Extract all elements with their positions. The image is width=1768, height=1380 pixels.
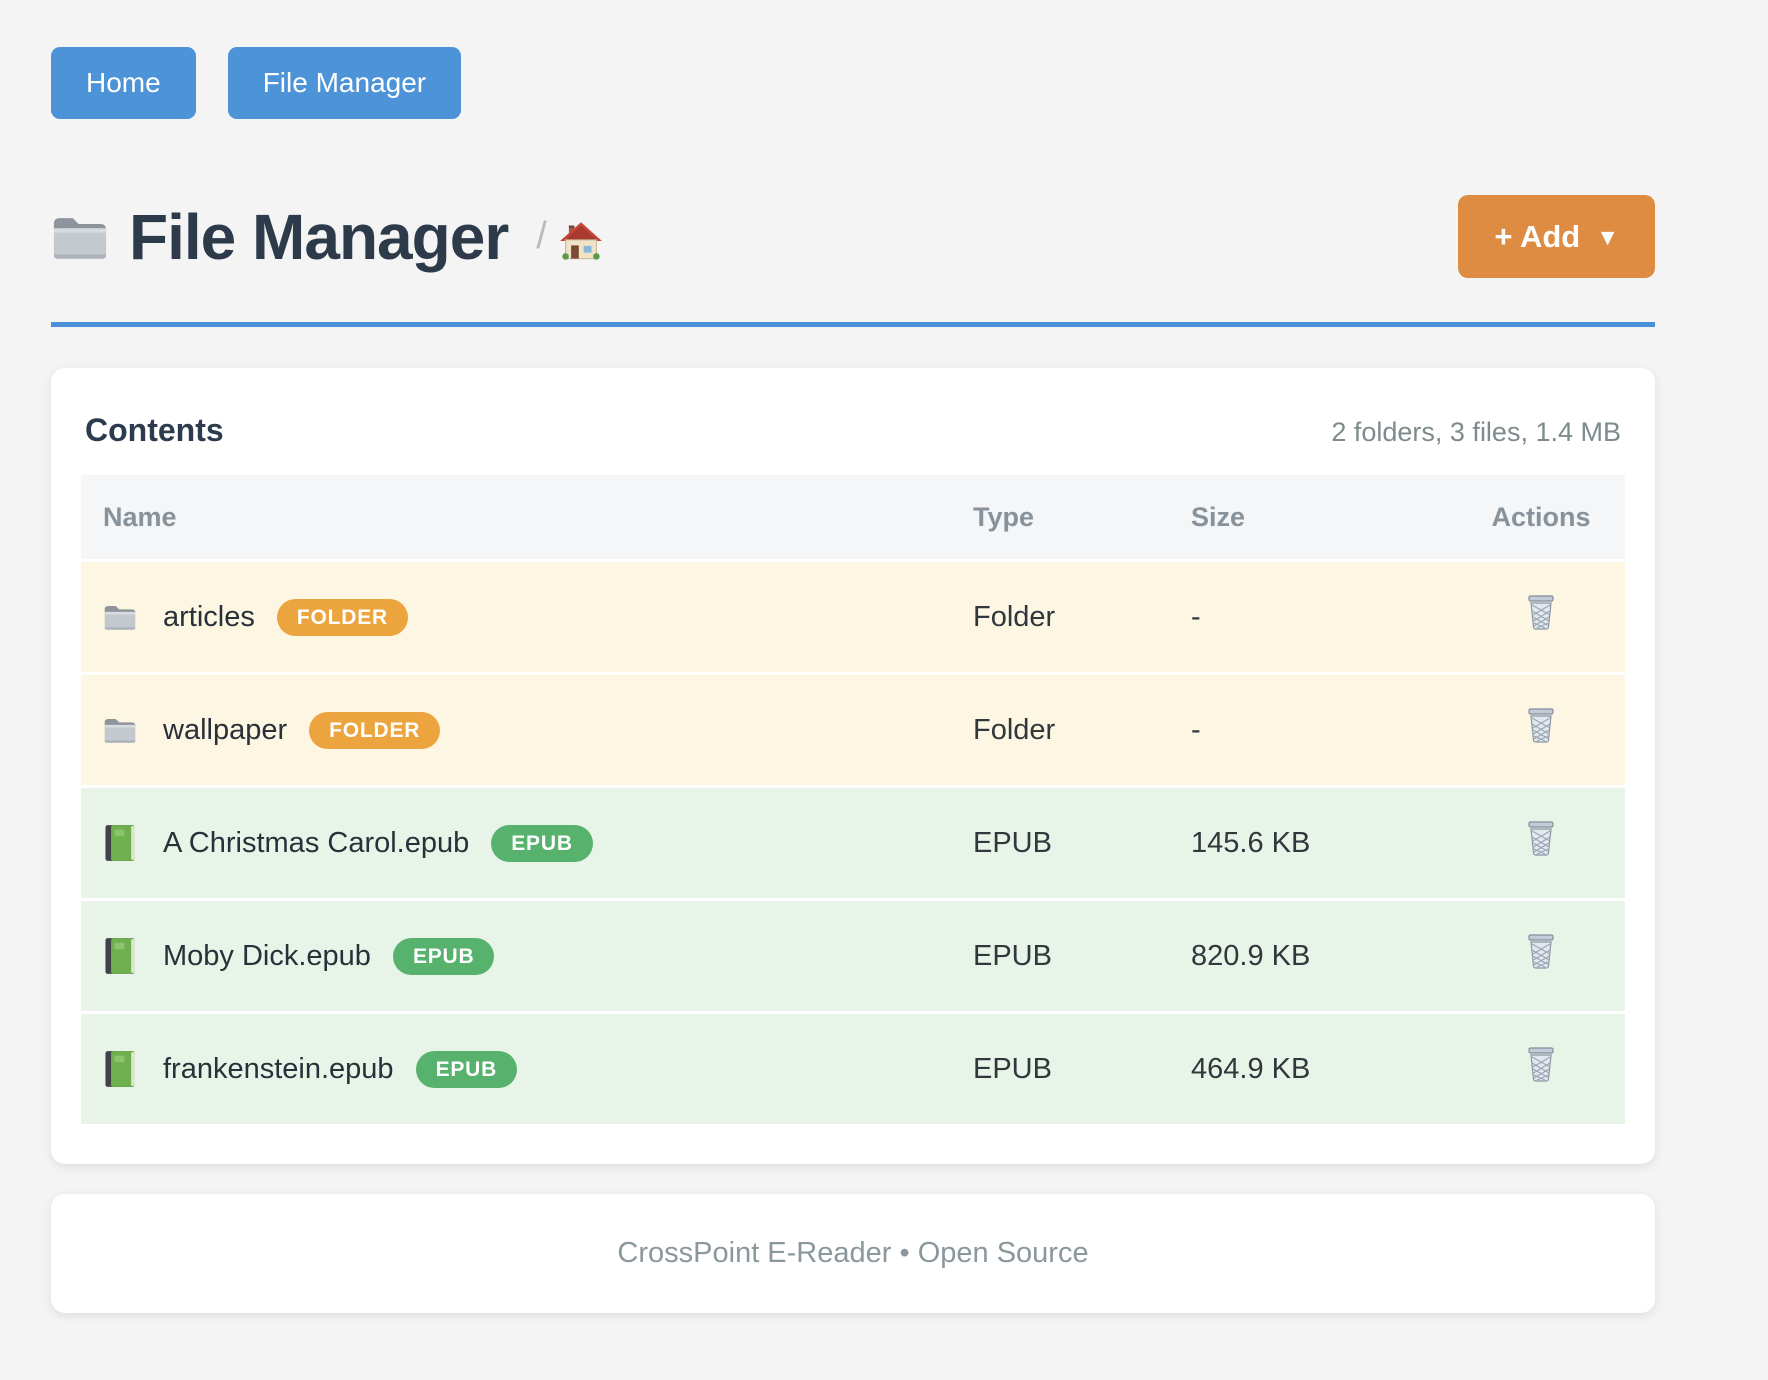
trash-icon [1528, 821, 1554, 856]
file-name[interactable]: A Christmas Carol.epub [163, 826, 470, 859]
trash-icon [1528, 708, 1554, 743]
nav-home-button[interactable]: Home [51, 47, 196, 119]
folder-icon [104, 605, 136, 630]
table-row[interactable]: A Christmas Carol.epub EPUB EPUB 145.6 K… [81, 785, 1625, 898]
type-cell: Folder [973, 713, 1056, 746]
page-container: Home File Manager File Manager / + Add ▼… [51, 0, 1655, 1313]
delete-button[interactable] [1525, 821, 1557, 857]
title-wrap: File Manager / [51, 200, 603, 274]
table-row[interactable]: articles FOLDER Folder - [81, 559, 1625, 672]
type-cell: EPUB [973, 939, 1052, 972]
file-name[interactable]: frankenstein.epub [163, 1052, 394, 1085]
delete-button[interactable] [1525, 595, 1557, 631]
delete-button[interactable] [1525, 934, 1557, 970]
breadcrumb-separator: / [536, 215, 547, 257]
size-cell: 464.9 KB [1191, 1052, 1311, 1085]
delete-button[interactable] [1525, 708, 1557, 744]
delete-button[interactable] [1525, 1047, 1557, 1083]
book-icon [105, 938, 135, 974]
column-header-type: Type [973, 501, 1035, 532]
header-divider [51, 322, 1655, 327]
book-icon [105, 825, 135, 861]
type-cell: Folder [973, 600, 1056, 633]
folder-icon [104, 718, 136, 743]
size-cell: 145.6 KB [1191, 826, 1311, 859]
epub-badge: EPUB [491, 824, 593, 862]
top-nav: Home File Manager [51, 0, 1655, 119]
folder-icon [53, 217, 107, 259]
table-row[interactable]: Moby Dick.epub EPUB EPUB 820.9 KB [81, 898, 1625, 1011]
trash-icon [1528, 595, 1554, 630]
epub-badge: EPUB [392, 937, 495, 975]
home-icon[interactable] [559, 220, 603, 262]
table-row[interactable]: frankenstein.epub EPUB EPUB 464.9 KB [81, 1011, 1625, 1124]
contents-title: Contents [85, 412, 224, 448]
folder-badge: FOLDER [309, 711, 441, 749]
folder-badge: FOLDER [276, 598, 408, 636]
contents-card: Contents 2 folders, 3 files, 1.4 MB Name… [51, 368, 1655, 1164]
file-name[interactable]: Moby Dick.epub [163, 939, 371, 972]
add-button[interactable]: + Add ▼ [1458, 195, 1655, 278]
contents-summary: 2 folders, 3 files, 1.4 MB [1331, 417, 1621, 447]
page-header: File Manager / + Add ▼ [51, 195, 1655, 278]
size-cell: - [1191, 600, 1201, 633]
footer-card: CrossPoint E-Reader • Open Source [51, 1194, 1655, 1313]
file-table: Name Type Size Actions articles FOLDER F… [81, 475, 1625, 1124]
trash-icon [1528, 1047, 1554, 1082]
size-cell: 820.9 KB [1191, 939, 1311, 972]
book-icon [105, 1051, 135, 1087]
chevron-down-icon: ▼ [1596, 224, 1619, 250]
type-cell: EPUB [973, 826, 1052, 859]
epub-badge: EPUB [415, 1050, 518, 1088]
table-header-row: Name Type Size Actions [81, 475, 1625, 559]
file-name[interactable]: articles [163, 600, 255, 633]
table-row[interactable]: wallpaper FOLDER Folder - [81, 672, 1625, 785]
contents-card-header: Contents 2 folders, 3 files, 1.4 MB [81, 398, 1625, 475]
column-header-actions: Actions [1491, 501, 1591, 532]
nav-file-manager-button[interactable]: File Manager [227, 47, 462, 119]
column-header-size: Size [1191, 501, 1246, 532]
page-title: File Manager [129, 200, 509, 273]
file-name[interactable]: wallpaper [163, 713, 288, 746]
footer-text: CrossPoint E-Reader • Open Source [617, 1237, 1089, 1269]
size-cell: - [1191, 713, 1201, 746]
trash-icon [1528, 934, 1554, 969]
type-cell: EPUB [973, 1052, 1052, 1085]
add-button-label: + Add [1494, 219, 1581, 254]
column-header-name: Name [103, 501, 177, 532]
